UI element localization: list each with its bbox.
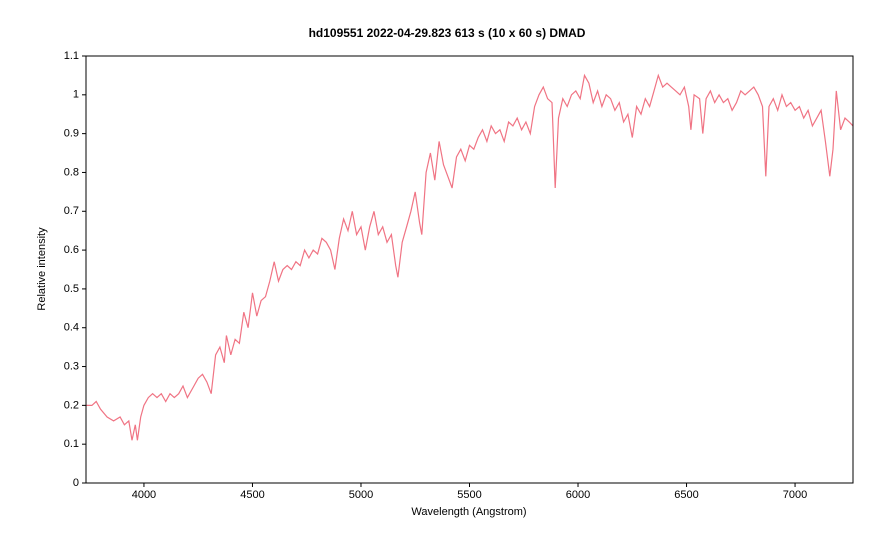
y-tick-label: 0.3: [64, 360, 79, 372]
x-tick-label: 5500: [457, 489, 481, 501]
y-tick-label: 0: [73, 477, 79, 489]
y-tick-label: 0.5: [64, 283, 79, 295]
plot-frame: [85, 55, 854, 484]
y-tick-label: 0.4: [64, 322, 79, 334]
spectrum-line: [86, 73, 854, 441]
x-tick-label: 5000: [349, 489, 373, 501]
x-axis-label: Wavelength (Angstrom): [411, 506, 526, 518]
chart-title: hd109551 2022-04-29.823 613 s (10 x 60 s…: [309, 26, 586, 40]
y-tick-label: 0.2: [64, 399, 79, 411]
x-tick-label: 4500: [240, 489, 264, 501]
x-tick-label: 7000: [783, 489, 807, 501]
y-tick-label: 0.6: [64, 244, 79, 256]
y-axis-label: Relative intensity: [36, 227, 48, 311]
x-tick-label: 6500: [674, 489, 698, 501]
y-tick-label: 1.1: [64, 50, 79, 62]
y-tick-label: 0.9: [64, 128, 79, 140]
y-tick-label: 0.1: [64, 438, 79, 450]
y-tick-label: 0.8: [64, 166, 79, 178]
y-tick-label: 1: [73, 89, 79, 101]
x-tick-label: 6000: [566, 489, 590, 501]
x-tick-label: 4000: [132, 489, 156, 501]
y-tick-label: 0.7: [64, 205, 79, 217]
